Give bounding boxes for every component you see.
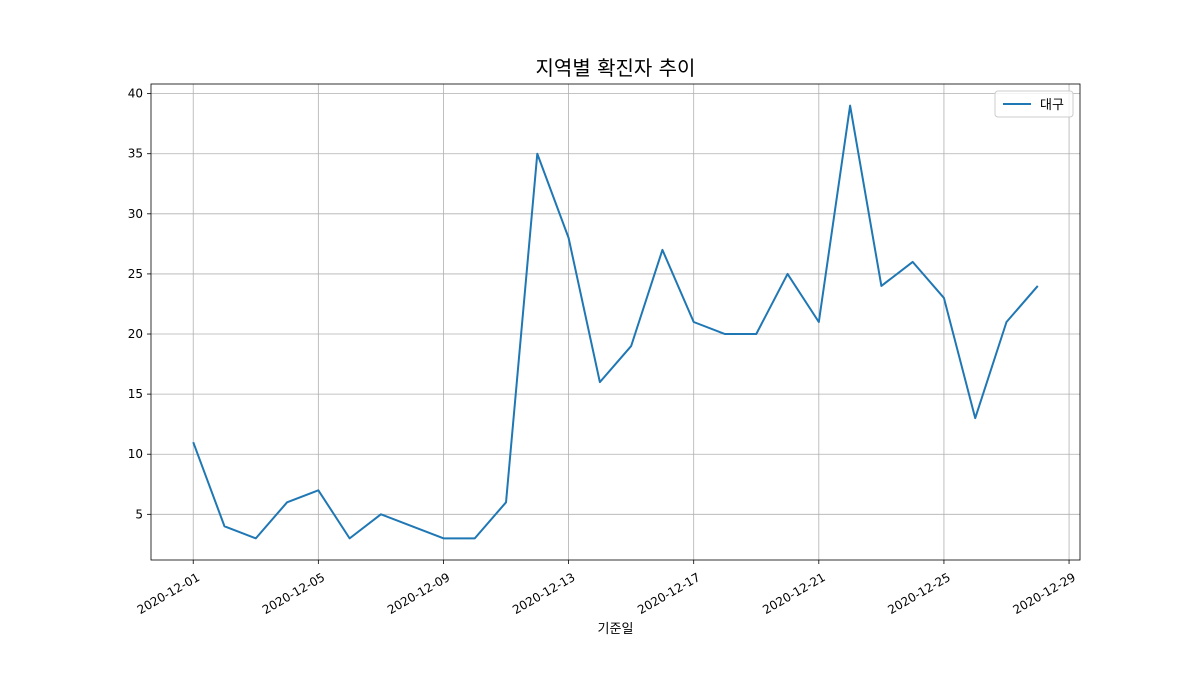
chart-title: 지역별 확진자 추이 [536, 56, 696, 80]
y-tick-label: 30 [128, 207, 143, 221]
y-tick-label: 15 [128, 387, 143, 401]
x-tick-label: 2020-12-29 [1011, 570, 1078, 617]
x-tick-label: 2020-12-09 [385, 570, 452, 617]
series-line-0 [192, 104, 1039, 540]
x-tick-label: 2020-12-17 [635, 570, 702, 617]
axes-frame [150, 83, 1081, 561]
x-tick-label: 2020-12-01 [135, 570, 202, 617]
x-tick-label: 2020-12-21 [760, 570, 827, 617]
grid [151, 84, 1080, 560]
series-layer [192, 104, 1039, 540]
x-tick-label: 2020-12-13 [510, 570, 577, 617]
y-tick-label: 40 [128, 87, 143, 101]
y-tick-label: 10 [128, 447, 143, 461]
y-tick-label: 5 [135, 507, 143, 521]
legend-box [994, 90, 1074, 118]
y-tick-label: 20 [128, 327, 143, 341]
x-tick-label: 2020-12-25 [885, 570, 952, 617]
x-tick-label: 2020-12-05 [260, 570, 327, 617]
x-axis-label: 기준일 [598, 622, 634, 637]
legend: 대구 [994, 90, 1074, 118]
y-tick-label: 35 [128, 147, 143, 161]
axes [147, 83, 1081, 564]
y-tick-label: 25 [128, 267, 143, 281]
legend-label: 대구 [1040, 98, 1064, 113]
labels-layer: 5 10 15 20 25 30 35 40 2020-12-01 2020-12-05 2020-… [128, 56, 1078, 637]
